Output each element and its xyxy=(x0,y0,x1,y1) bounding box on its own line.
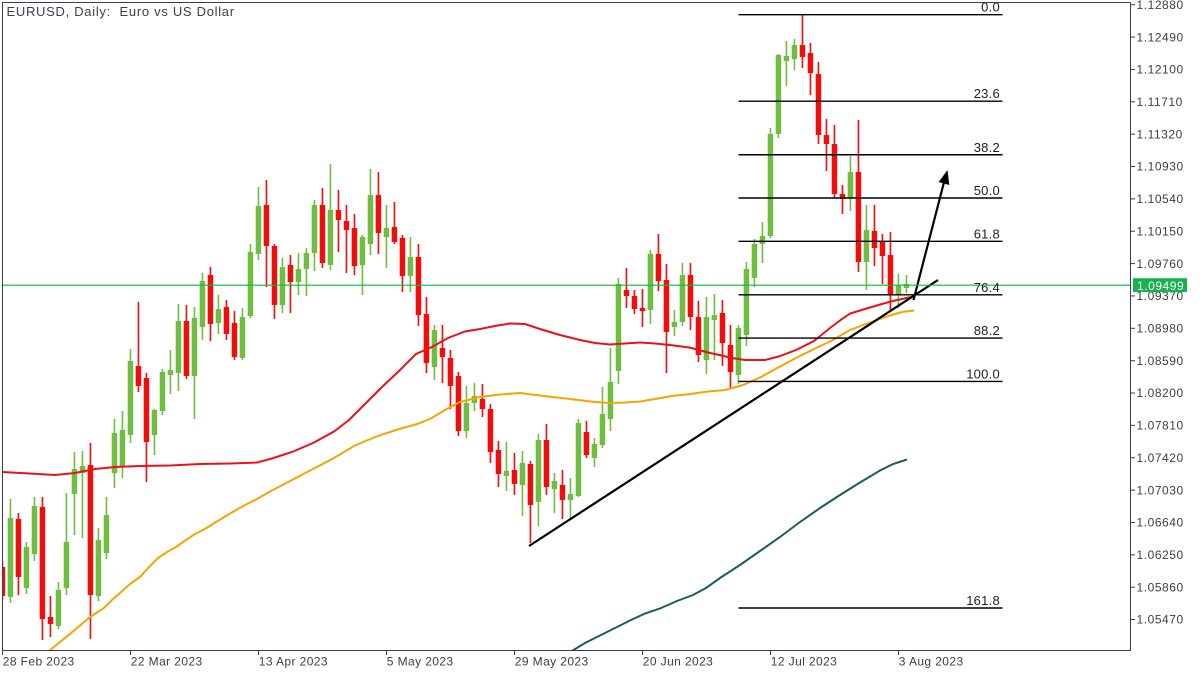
svg-text:1.12100: 1.12100 xyxy=(1137,63,1184,77)
svg-text:1.05860: 1.05860 xyxy=(1137,580,1184,594)
svg-text:23.6: 23.6 xyxy=(974,86,1000,101)
svg-text:38.2: 38.2 xyxy=(974,140,1000,155)
svg-text:1.10150: 1.10150 xyxy=(1137,224,1184,238)
svg-text:61.8: 61.8 xyxy=(974,226,1000,241)
svg-text:28 Feb 2023: 28 Feb 2023 xyxy=(3,655,75,669)
svg-text:1.05470: 1.05470 xyxy=(1137,613,1184,627)
svg-text:1.06640: 1.06640 xyxy=(1137,516,1184,530)
svg-text:5 May 2023: 5 May 2023 xyxy=(387,655,454,669)
svg-text:1.12490: 1.12490 xyxy=(1137,30,1184,44)
svg-text:1.08980: 1.08980 xyxy=(1137,322,1184,336)
svg-text:1.08590: 1.08590 xyxy=(1137,354,1184,368)
svg-text:13 Apr 2023: 13 Apr 2023 xyxy=(259,655,328,669)
svg-text:12 Jul 2023: 12 Jul 2023 xyxy=(771,655,837,669)
svg-text:1.07810: 1.07810 xyxy=(1137,419,1184,433)
svg-text:1.08200: 1.08200 xyxy=(1137,386,1184,400)
svg-text:100.0: 100.0 xyxy=(966,366,1000,381)
svg-text:EURUSD, Daily: Euro vs US Dol: EURUSD, Daily: Euro vs US Dollar xyxy=(7,4,235,19)
svg-text:50.0: 50.0 xyxy=(974,183,1000,198)
svg-text:1.10540: 1.10540 xyxy=(1137,192,1184,206)
svg-text:29 May 2023: 29 May 2023 xyxy=(515,655,589,669)
svg-text:1.07420: 1.07420 xyxy=(1137,451,1184,465)
svg-text:1.07030: 1.07030 xyxy=(1137,483,1184,497)
svg-text:3 Aug 2023: 3 Aug 2023 xyxy=(899,655,964,669)
svg-text:1.09370: 1.09370 xyxy=(1137,289,1184,303)
svg-text:0.0: 0.0 xyxy=(981,0,1000,15)
svg-text:161.8: 161.8 xyxy=(966,593,1000,608)
svg-text:1.06250: 1.06250 xyxy=(1137,548,1184,562)
svg-text:76.4: 76.4 xyxy=(974,280,1000,295)
svg-text:1.12880: 1.12880 xyxy=(1137,0,1184,12)
svg-text:22 Mar 2023: 22 Mar 2023 xyxy=(131,655,203,669)
svg-text:1.11710: 1.11710 xyxy=(1137,95,1183,109)
svg-text:1.09760: 1.09760 xyxy=(1137,257,1184,271)
svg-text:20 Jun 2023: 20 Jun 2023 xyxy=(643,655,713,669)
svg-text:1.11320: 1.11320 xyxy=(1137,127,1183,141)
svg-text:1.09499: 1.09499 xyxy=(1137,279,1184,293)
svg-text:88.2: 88.2 xyxy=(974,323,1000,338)
svg-text:1.10930: 1.10930 xyxy=(1137,160,1184,174)
